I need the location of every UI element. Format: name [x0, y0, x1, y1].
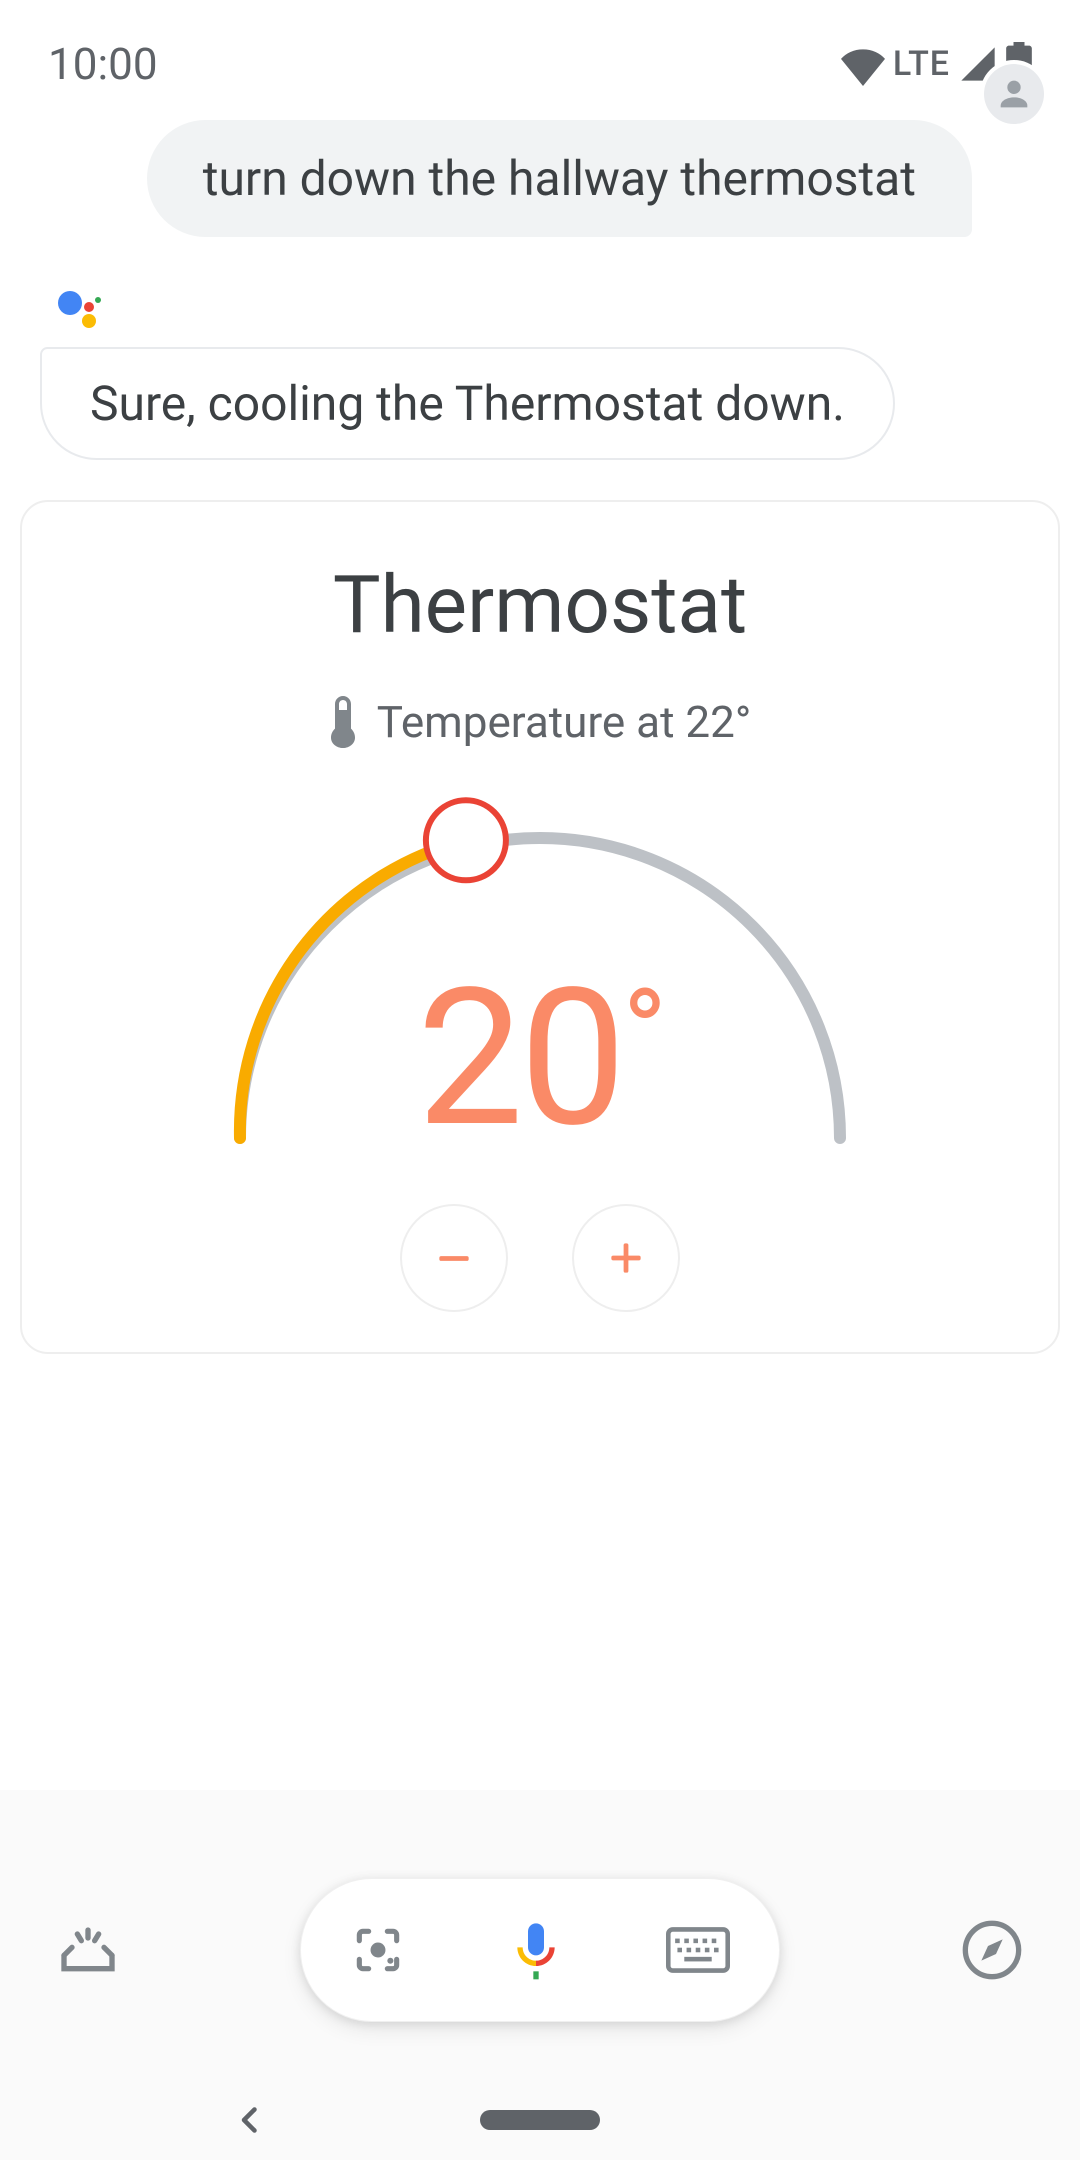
back-icon[interactable] [232, 2102, 268, 2138]
thermostat-title: Thermostat [54, 558, 1026, 652]
assistant-message-row: Sure, cooling the Thermostat down. [40, 285, 1040, 460]
set-temperature: 20° [210, 948, 870, 1170]
decrease-button[interactable] [400, 1204, 508, 1312]
plus-icon [604, 1236, 648, 1280]
person-icon [994, 74, 1034, 114]
nav-handle[interactable] [480, 2110, 600, 2130]
lens-icon[interactable] [350, 1922, 406, 1978]
degree-symbol: ° [622, 964, 663, 1104]
assistant-logo-icon [56, 285, 104, 333]
status-bar: 10:00 LTE [0, 0, 1080, 100]
set-temperature-value: 20 [417, 948, 623, 1170]
nav-bar [0, 2110, 1080, 2130]
explore-icon[interactable] [960, 1918, 1024, 1982]
thermometer-icon [329, 696, 357, 748]
minus-icon [432, 1236, 476, 1280]
thermostat-card: Thermostat Temperature at 22° 20° [20, 500, 1060, 1354]
assistant-message-bubble: Sure, cooling the Thermostat down. [40, 347, 895, 460]
thermostat-subtitle-row: Temperature at 22° [54, 696, 1026, 748]
wifi-icon [841, 42, 885, 86]
increase-button[interactable] [572, 1204, 680, 1312]
thermostat-subtitle: Temperature at 22° [377, 696, 752, 748]
network-label: LTE [893, 44, 950, 84]
assistant-input-pill[interactable] [300, 1878, 780, 2022]
updates-icon[interactable] [56, 1918, 120, 1982]
mic-icon[interactable] [504, 1918, 568, 1982]
avatar[interactable] [984, 64, 1044, 124]
user-message-bubble: turn down the hallway thermostat [147, 120, 972, 237]
user-message-row: turn down the hallway thermostat [40, 120, 1040, 237]
status-time: 10:00 [48, 38, 158, 90]
conversation: turn down the hallway thermostat Sure, c… [0, 100, 1080, 460]
bottom-bar [0, 1790, 1080, 2160]
thermostat-dial[interactable]: 20° [210, 768, 870, 1168]
temperature-buttons [54, 1204, 1026, 1312]
keyboard-icon[interactable] [666, 1926, 730, 1974]
